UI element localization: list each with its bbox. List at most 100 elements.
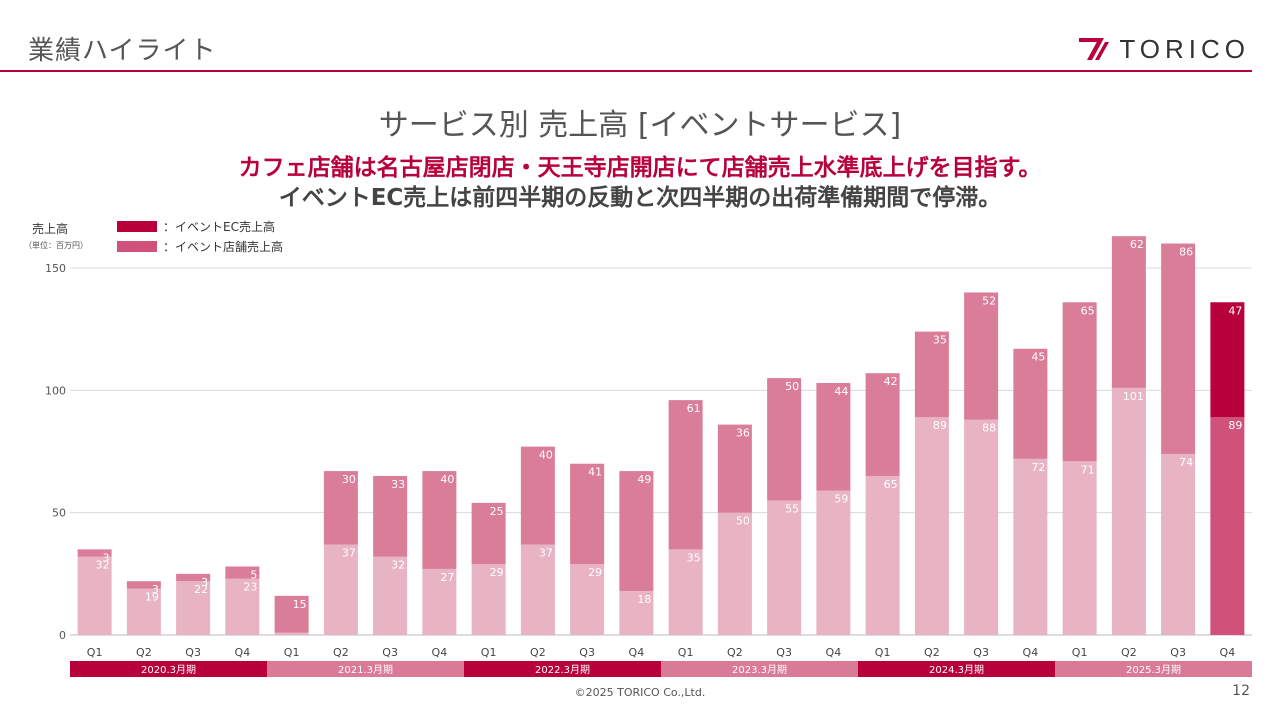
bar-ec-segment [964,292,999,420]
y-axis-label: 売上高 [32,222,69,236]
bar-ec-segment [225,566,260,579]
fiscal-year-label: 2022.3月期 [535,664,590,676]
data-label-store: 74 [1179,456,1193,469]
data-label-store: 32 [391,559,405,572]
torico-logo-icon [1079,38,1110,60]
y-tick-label: 50 [52,507,66,520]
x-tick-label: Q4 [1023,646,1039,659]
y-tick-label: 100 [45,384,66,397]
x-tick-label: Q1 [284,646,300,659]
data-label-store: 37 [539,546,553,559]
bar-ec-segment [323,471,358,545]
bar-ec-segment [422,471,457,569]
bar-store-segment [767,500,802,635]
data-label-ec: 65 [1081,304,1095,317]
data-label-store: 29 [588,566,602,579]
data-label-store: 50 [736,515,750,528]
x-tick-label: Q3 [382,646,398,659]
fiscal-year-label: 2020.3月期 [141,664,196,676]
bar-ec-segment [619,471,654,591]
bar-ec-segment [1161,243,1196,454]
x-tick-label: Q2 [136,646,152,659]
data-label-ec: 49 [637,473,651,486]
data-label-store: 37 [342,546,356,559]
data-label-store: 19 [145,591,159,604]
data-label-ec: 25 [490,505,504,518]
data-label-ec: 36 [736,427,750,440]
x-tick-label: Q1 [481,646,497,659]
fiscal-year-label: 2021.3月期 [338,664,393,676]
x-tick-label: Q4 [629,646,645,659]
bar-ec-segment [865,373,900,476]
data-label-ec: 35 [933,334,947,347]
legend-item-store: ：イベント店舗売上高 [117,236,283,256]
bar-ec-segment [914,331,949,418]
data-label-ec: 3 [103,551,110,564]
bar-ec-segment [717,424,752,513]
data-label-ec: 5 [250,568,257,581]
bar-ec-segment [126,581,161,589]
unit-note: （単位：百万円） [24,241,88,250]
bar-ec-segment [1210,302,1245,418]
section-title: 業績ハイライト [28,36,217,66]
bar-store-segment [1111,387,1146,635]
fiscal-year-label: 2023.3月期 [732,664,787,676]
fiscal-year-band [858,661,1055,677]
legend-label-ec: ：イベントEC売上高 [163,219,275,234]
data-label-store: 35 [687,551,701,564]
data-label-store: 72 [1031,461,1045,474]
x-tick-label: Q2 [333,646,349,659]
page-number: 12 [1232,683,1250,699]
data-label-store: 55 [785,502,799,515]
bar-store-segment [225,578,260,635]
logo-text: TORICO [1119,33,1250,64]
data-label-ec: 52 [982,294,996,307]
x-tick-label: Q1 [87,646,103,659]
bar-ec-segment [176,573,211,582]
data-label-store: 18 [637,593,651,606]
bar-ec-segment [816,382,851,491]
fiscal-year-band [267,661,464,677]
data-label-store: 89 [1228,419,1242,432]
x-tick-label: Q2 [727,646,743,659]
bar-ec-segment [373,475,408,557]
bar-ec-segment [471,502,506,565]
bar-store-segment [964,419,999,635]
slide-subtitle-2: イベントEC売上は前四半期の反動と次四半期の出荷準備期間で停滞。 [278,185,1002,211]
header-rule [0,70,1252,72]
legend-swatch-ec [117,220,157,232]
bar-store-segment [914,417,949,635]
bar-ec-segment [1062,302,1097,462]
x-tick-label: Q4 [432,646,448,659]
x-tick-label: Q2 [924,646,940,659]
bar-store-segment [1210,417,1245,635]
bar-ec-segment [570,463,605,565]
data-label-ec: 30 [342,473,356,486]
data-label-ec: 41 [588,466,602,479]
data-label-ec: 62 [1130,238,1144,251]
legend-swatch-store [117,240,157,252]
bar-store-segment [1013,458,1048,635]
x-tick-label: Q3 [973,646,989,659]
data-label-ec: 15 [293,598,307,611]
x-tick-label: Q2 [1121,646,1137,659]
data-label-ec: 40 [539,449,553,462]
x-tick-label: Q1 [1072,646,1088,659]
fiscal-year-band [70,661,267,677]
bar-store-segment [717,512,752,635]
company-logo: TORICO [1079,34,1250,64]
data-label-ec: 61 [687,402,701,415]
data-label-store: 32 [96,559,110,572]
data-label-ec: 3 [201,576,208,589]
bar-store-segment [1062,461,1097,635]
data-label-store: 88 [982,422,996,435]
data-label-store: 27 [440,571,454,584]
y-tick-label: 150 [45,262,66,275]
data-label-store: 65 [884,478,898,491]
data-label-ec: 47 [1228,304,1242,317]
bar-ec-segment [274,595,309,633]
data-label-store: 71 [1081,463,1095,476]
x-tick-label: Q3 [185,646,201,659]
bar-store-segment [126,588,161,635]
fiscal-year-band [464,661,661,677]
